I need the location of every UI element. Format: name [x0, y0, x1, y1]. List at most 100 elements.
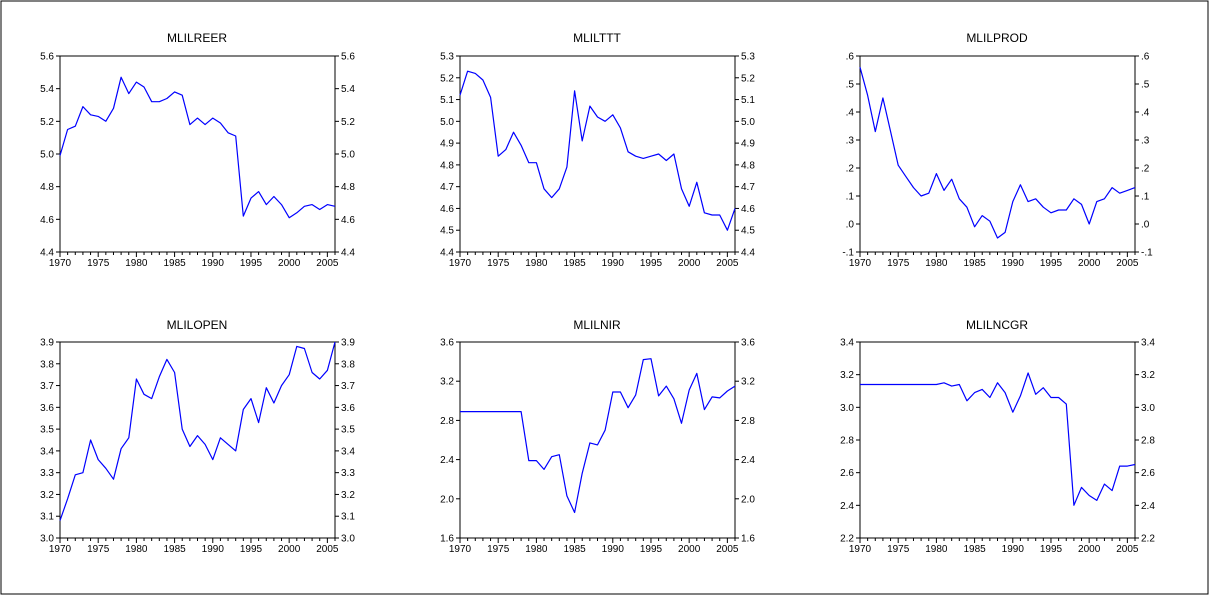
x-tick-label: 2000	[278, 544, 301, 555]
x-tick-label: 1980	[525, 544, 548, 555]
chart-title: MLILNCGR	[966, 318, 1028, 332]
y-tick-label-left: .5	[846, 80, 855, 91]
chart-panel-mlilnir: MLILNIR 1970 1975 1980 1985 1990 1995 2000 2005…	[440, 318, 755, 555]
y-tick-label-right: 4.8	[741, 160, 755, 171]
y-tick-label-left: .0	[846, 220, 855, 231]
y-tick-label-right: 4.4	[341, 248, 355, 259]
y-tick-label-left: .6	[846, 52, 855, 63]
x-tick-label: 2005	[316, 258, 339, 269]
y-tick-label-right: 3.1	[341, 512, 355, 523]
x-tick-label: 2000	[1078, 258, 1101, 269]
y-tick-label-right: 3.7	[341, 381, 355, 392]
y-tick-label-right: 2.4	[1141, 501, 1155, 512]
y-tick-label-right: 3.0	[341, 534, 355, 545]
y-tick-label-left: 4.5	[440, 226, 454, 237]
y-tick-label-left: 3.8	[40, 359, 54, 370]
y-tick-label-right: 5.0	[741, 117, 755, 128]
y-tick-label-right: 2.8	[1141, 436, 1155, 447]
chart-title: MLILOPEN	[167, 318, 228, 332]
chart-title: MLILNIR	[573, 318, 621, 332]
y-tick-label-right: 5.1	[741, 95, 755, 106]
chart-panel-mlilreer: MLILREER 1970 1975 1980 1985 1990 1995 2000 200…	[40, 31, 355, 269]
y-tick-label-left: 2.0	[440, 494, 454, 505]
series-line	[460, 358, 736, 514]
x-tick-label: 2005	[716, 544, 739, 555]
y-tick-label-right: 3.4	[341, 446, 355, 457]
y-tick-label-right: 2.2	[1141, 534, 1155, 545]
x-tick-label: 2005	[1116, 258, 1139, 269]
y-tick-label-right: 2.8	[741, 416, 755, 427]
y-tick-label-right: 4.7	[741, 182, 755, 193]
x-tick-label: 1975	[87, 544, 110, 555]
chart-title: MLILPROD	[966, 31, 1028, 45]
y-tick-label-right: 4.9	[741, 139, 755, 150]
y-tick-label-left: -.1	[842, 248, 854, 259]
y-tick-label-right: 4.8	[341, 182, 355, 193]
x-tick-label: 1975	[887, 544, 910, 555]
y-tick-label-right: 5.3	[741, 52, 755, 63]
y-tick-label-right: 5.4	[341, 84, 355, 95]
chart-panel-mlilopen: MLILOPEN 1970 1975 1980 1985 1990 1995 2000 200…	[40, 318, 355, 555]
y-tick-label-right: 4.6	[741, 204, 755, 215]
x-tick-label: 1990	[1002, 544, 1025, 555]
x-tick-label: 1975	[87, 258, 110, 269]
y-tick-label-left: 3.0	[40, 534, 54, 545]
y-tick-label-left: 4.6	[40, 215, 54, 226]
y-tick-label-left: 3.7	[40, 381, 54, 392]
y-tick-label-right: 2.6	[1141, 468, 1155, 479]
y-tick-label-left: 2.4	[840, 501, 854, 512]
x-tick-label: 2000	[278, 258, 301, 269]
y-tick-label-right: -.1	[1141, 248, 1153, 259]
series-line	[59, 76, 336, 219]
y-tick-label-left: 5.6	[40, 52, 54, 63]
y-tick-label-right: 4.6	[341, 215, 355, 226]
x-tick-label: 1970	[449, 544, 472, 555]
y-tick-label-left: 2.6	[840, 468, 854, 479]
y-tick-label-left: 2.4	[440, 455, 454, 466]
x-tick-label: 1985	[963, 258, 986, 269]
y-tick-label-right: 4.4	[741, 248, 755, 259]
y-tick-label-left: 4.4	[440, 248, 454, 259]
y-tick-label-right: 3.6	[741, 338, 755, 349]
chart-title: MLILREER	[167, 31, 227, 45]
x-tick-label: 1970	[849, 544, 872, 555]
y-tick-label-left: 5.2	[440, 73, 454, 84]
chart-panel-mlilncgr: MLILNCGR 1970 1975 1980 1985 1990 1995 2000 200…	[840, 318, 1155, 555]
y-tick-label-right: 5.2	[741, 73, 755, 84]
series-line	[859, 67, 1136, 239]
x-tick-label: 1995	[240, 258, 263, 269]
x-tick-label: 2005	[716, 258, 739, 269]
x-tick-label: 2000	[678, 544, 701, 555]
chart-panel-mlilttt: MLILTTT 1970 1975 1980 1985 1990 1995 2000 2005…	[440, 31, 755, 269]
x-tick-label: 1990	[202, 544, 225, 555]
y-tick-label-left: 5.4	[40, 84, 54, 95]
x-tick-label: 1990	[202, 258, 225, 269]
y-tick-label-left: 3.4	[40, 446, 54, 457]
x-tick-label: 1985	[963, 544, 986, 555]
series-line	[59, 341, 336, 521]
x-tick-label: 2000	[678, 258, 701, 269]
y-tick-label-left: 1.6	[440, 534, 454, 545]
y-tick-label-left: 3.4	[840, 338, 854, 349]
x-tick-label: 1985	[563, 258, 586, 269]
y-tick-label-right: 3.2	[341, 490, 355, 501]
y-tick-label-right: 3.2	[741, 377, 755, 388]
x-tick-label: 2005	[316, 544, 339, 555]
y-tick-label-left: 4.8	[40, 182, 54, 193]
y-tick-label-right: 5.6	[341, 52, 355, 63]
x-tick-label: 1990	[602, 544, 625, 555]
y-tick-label-left: .2	[846, 164, 855, 175]
y-tick-label-left: .3	[846, 136, 855, 147]
y-tick-label-right: 2.4	[741, 455, 755, 466]
x-tick-label: 1985	[163, 258, 186, 269]
x-tick-label: 1995	[640, 258, 663, 269]
y-tick-label-right: 3.5	[341, 425, 355, 436]
y-tick-label-right: 2.0	[741, 494, 755, 505]
x-tick-label: 1975	[487, 544, 510, 555]
x-tick-label: 1990	[1002, 258, 1025, 269]
y-tick-label-right: .3	[1141, 136, 1150, 147]
y-tick-label-right: 3.8	[341, 359, 355, 370]
y-tick-label-right: 1.6	[741, 534, 755, 545]
y-tick-label-left: 3.2	[440, 377, 454, 388]
